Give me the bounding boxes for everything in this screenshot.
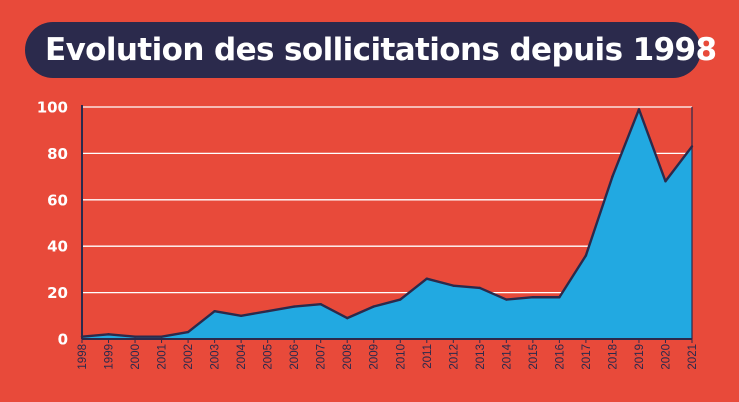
data-point-2019 bbox=[637, 108, 641, 111]
x-tick-label-2001: 2001 bbox=[157, 344, 169, 370]
x-tick-labels: 1998 1999 2000 2001 2002 2003 2004 2005 2006 2007… bbox=[77, 343, 699, 369]
data-point-2006 bbox=[292, 305, 296, 308]
data-point-2014 bbox=[505, 298, 508, 301]
y-tick-label-0: 0 bbox=[58, 331, 68, 349]
x-tick-label-2007: 2007 bbox=[316, 344, 328, 370]
data-point-2004 bbox=[239, 314, 243, 317]
x-tick-label-2002: 2002 bbox=[183, 344, 195, 370]
data-point-2016 bbox=[558, 296, 561, 299]
y-tick-label-100: 100 bbox=[37, 99, 68, 117]
data-point-2002 bbox=[186, 330, 190, 334]
data-point-2012 bbox=[452, 284, 455, 287]
x-tick-label-2014: 2014 bbox=[501, 343, 513, 369]
data-point-2009 bbox=[372, 305, 375, 308]
x-tick-label-1999: 1999 bbox=[104, 344, 116, 370]
chart-title-banner: Evolution des sollicitations depuis 1998 bbox=[25, 22, 717, 78]
chart-title: Evolution des sollicitations depuis 1998 bbox=[45, 32, 717, 68]
axes bbox=[81, 105, 693, 343]
data-point-2007 bbox=[319, 303, 322, 306]
data-point-2018 bbox=[611, 175, 614, 178]
x-tick-label-1998: 1998 bbox=[77, 344, 89, 370]
data-point-1999 bbox=[107, 333, 110, 336]
data-point-2008 bbox=[346, 316, 349, 320]
y-tick-label-40: 40 bbox=[47, 238, 68, 256]
x-tick-label-2016: 2016 bbox=[554, 344, 566, 370]
data-point-2017 bbox=[584, 254, 588, 257]
x-tick-label-2010: 2010 bbox=[395, 344, 407, 370]
x-tick-label-2009: 2009 bbox=[369, 344, 381, 370]
x-tick-label-2005: 2005 bbox=[263, 344, 275, 370]
area-fill bbox=[82, 109, 692, 339]
data-point-2000 bbox=[133, 335, 137, 338]
data-point-2005 bbox=[266, 309, 269, 313]
x-tick-label-2015: 2015 bbox=[528, 344, 540, 370]
x-tick-label-2017: 2017 bbox=[581, 344, 593, 370]
y-tick-label-20: 20 bbox=[47, 284, 68, 302]
x-tick-label-2013: 2013 bbox=[475, 344, 487, 370]
y-tick-labels: 0 20 40 60 80 100 bbox=[37, 99, 68, 349]
area-series bbox=[80, 108, 694, 339]
data-point-2011 bbox=[425, 277, 428, 280]
series-line bbox=[81, 108, 693, 338]
data-point-2003 bbox=[213, 309, 216, 313]
data-point-2001 bbox=[160, 335, 163, 338]
data-point-2020 bbox=[664, 180, 667, 183]
x-tick-label-2012: 2012 bbox=[448, 344, 460, 370]
data-point-2015 bbox=[531, 296, 535, 299]
y-tick-label-80: 80 bbox=[47, 145, 68, 163]
data-point-2013 bbox=[478, 286, 482, 290]
y-tick-label-60: 60 bbox=[47, 191, 68, 209]
x-tick-label-2018: 2018 bbox=[607, 344, 619, 370]
x-tick-label-2000: 2000 bbox=[130, 344, 142, 370]
data-point-2010 bbox=[399, 298, 402, 301]
x-tick-label-2008: 2008 bbox=[342, 344, 354, 370]
x-tick-label-2004: 2004 bbox=[236, 343, 248, 369]
x-tick-label-2021: 2021 bbox=[687, 344, 699, 370]
x-tick-label-2019: 2019 bbox=[634, 344, 646, 370]
x-tick-label-2020: 2020 bbox=[660, 344, 672, 370]
x-tick-label-2011: 2011 bbox=[422, 344, 434, 369]
x-tick-label-2003: 2003 bbox=[210, 344, 222, 370]
x-tick-label-2006: 2006 bbox=[289, 344, 301, 370]
